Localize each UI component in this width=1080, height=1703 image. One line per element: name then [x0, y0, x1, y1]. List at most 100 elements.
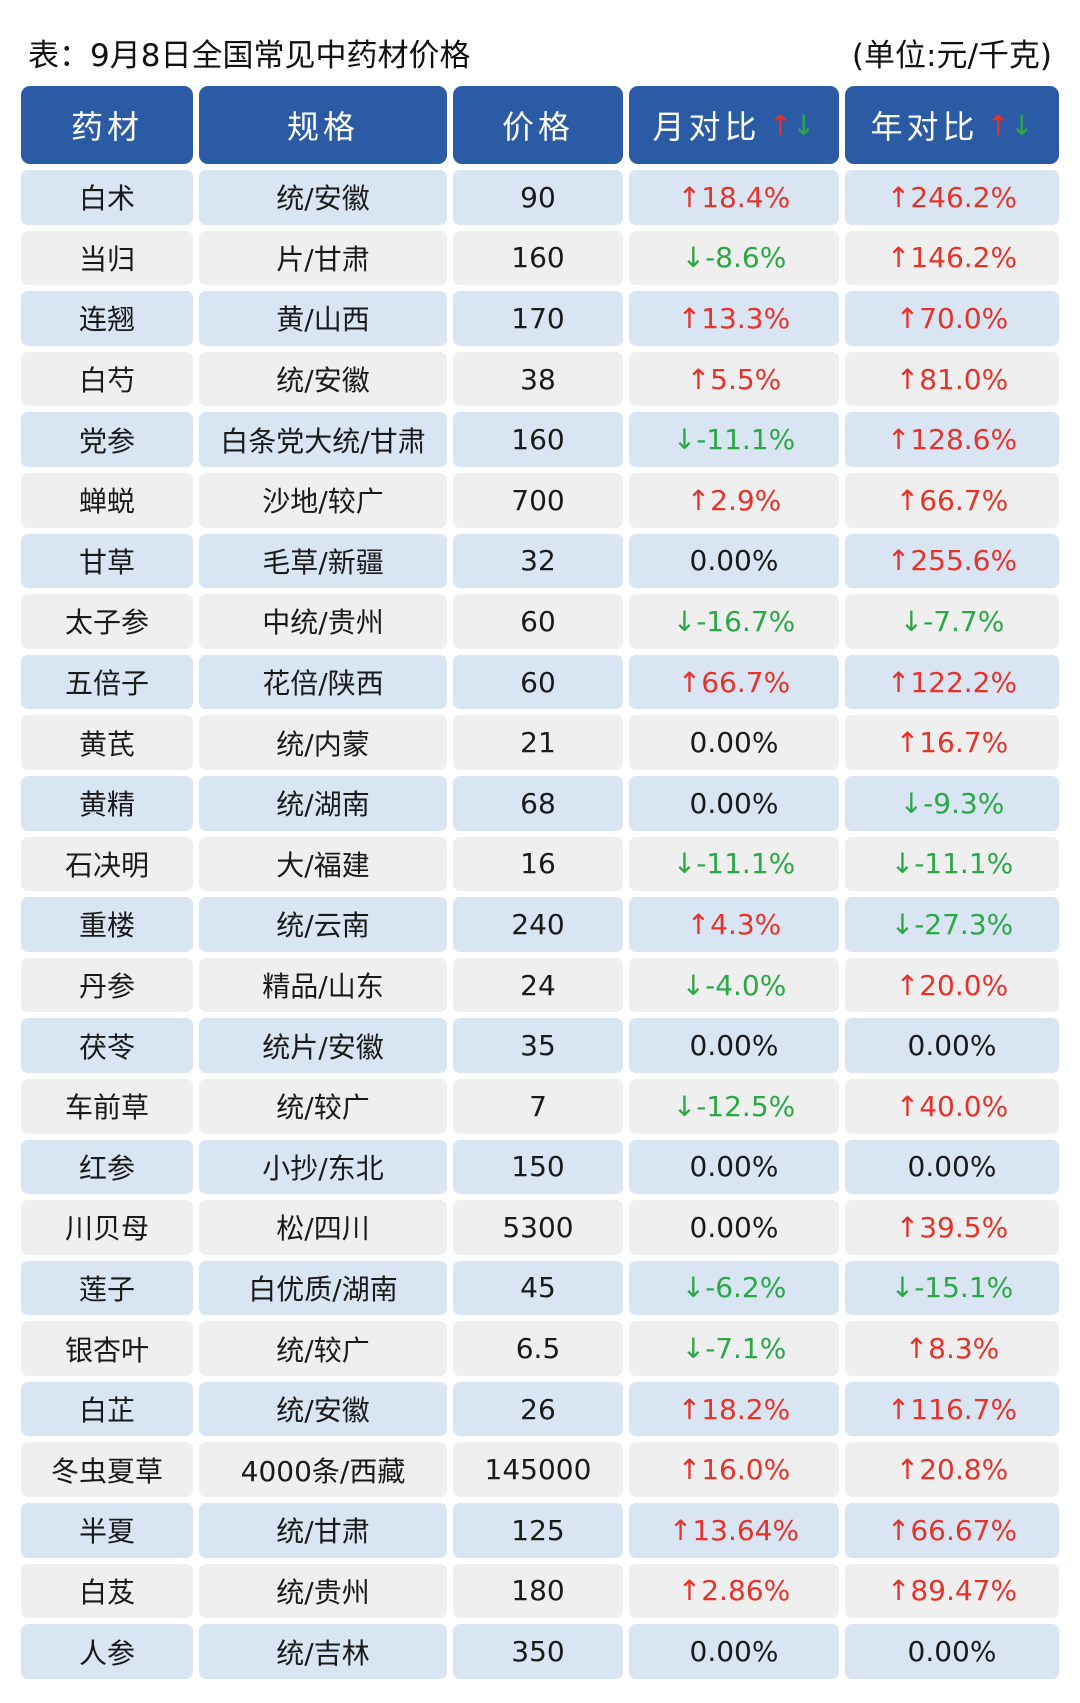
table-row: 黄精 统/湖南 68 0.00% ↓-9.3%: [18, 775, 1062, 831]
cell-month: 0.00%: [629, 775, 839, 831]
cell-spec: 白条党大统/甘肃: [199, 412, 447, 467]
header-year: 年对比 ↑↓: [845, 86, 1059, 164]
cell-year: ↑20.8%: [845, 1442, 1059, 1498]
price-table: 药材 规格 价格 月对比 ↑↓ 年对比 ↑↓ 白术 统/安徽 90 ↑18.4% ↑24…: [18, 86, 1062, 1685]
cell-spec: 统/湖南: [199, 775, 447, 831]
header-price: 价格: [453, 86, 623, 164]
cell-spec: 小抄/东北: [199, 1139, 447, 1195]
cell-month: ↓-6.2%: [629, 1260, 839, 1316]
table-row: 冬虫夏草 4000条/西藏 145000 ↑16.0% ↑20.8%: [18, 1442, 1062, 1498]
cell-month: ↑13.64%: [629, 1503, 839, 1558]
cell-month: ↑2.9%: [629, 472, 839, 528]
cell-month: ↑13.3%: [629, 291, 839, 346]
cell-price: 26: [453, 1381, 623, 1437]
table-row: 半夏 统/甘肃 125 ↑13.64% ↑66.67%: [18, 1503, 1062, 1558]
cell-spec: 统/安徽: [199, 170, 447, 225]
cell-price: 60: [453, 654, 623, 710]
cell-price: 38: [453, 351, 623, 407]
table-body: 白术 统/安徽 90 ↑18.4% ↑246.2% 当归 片/甘肃 160 ↓-8.6% ↑146…: [18, 170, 1062, 1679]
cell-price: 160: [453, 230, 623, 286]
cell-month: ↑5.5%: [629, 351, 839, 407]
cell-spec: 沙地/较广: [199, 472, 447, 528]
header-spec: 规格: [199, 86, 447, 164]
table-row: 白术 统/安徽 90 ↑18.4% ↑246.2%: [18, 170, 1062, 225]
table-row: 连翘 黄/山西 170 ↑13.3% ↑70.0%: [18, 291, 1062, 346]
table-row: 茯苓 统片/安徽 35 0.00% 0.00%: [18, 1018, 1062, 1073]
header-month: 月对比 ↑↓: [629, 86, 839, 164]
cell-name: 茯苓: [21, 1018, 193, 1073]
cell-name: 甘草: [21, 533, 193, 589]
cell-name: 五倍子: [21, 654, 193, 710]
cell-month: 0.00%: [629, 1200, 839, 1255]
cell-name: 人参: [21, 1624, 193, 1679]
cell-name: 丹参: [21, 957, 193, 1013]
cell-price: 160: [453, 412, 623, 467]
table-row: 车前草 统/较广 7 ↓-12.5% ↑40.0%: [18, 1078, 1062, 1134]
cell-name: 连翘: [21, 291, 193, 346]
cell-name: 莲子: [21, 1260, 193, 1316]
cell-month: ↓-7.1%: [629, 1321, 839, 1376]
cell-spec: 松/四川: [199, 1200, 447, 1255]
cell-year: 0.00%: [845, 1624, 1059, 1679]
cell-year: ↑89.47%: [845, 1563, 1059, 1619]
cell-name: 黄精: [21, 775, 193, 831]
cell-month: ↓-16.7%: [629, 594, 839, 649]
cell-name: 川贝母: [21, 1200, 193, 1255]
cell-spec: 统/甘肃: [199, 1503, 447, 1558]
cell-name: 白术: [21, 170, 193, 225]
cell-price: 35: [453, 1018, 623, 1073]
cell-month: 0.00%: [629, 1624, 839, 1679]
table-title: 表：9月8日全国常见中药材价格: [28, 37, 471, 74]
unit-note: (单位:元/千克): [851, 37, 1052, 74]
cell-year: ↑40.0%: [845, 1078, 1059, 1134]
cell-year: ↓-15.1%: [845, 1260, 1059, 1316]
cell-month: ↑2.86%: [629, 1563, 839, 1619]
table-row: 川贝母 松/四川 5300 0.00% ↑39.5%: [18, 1200, 1062, 1255]
table-row: 白芨 统/贵州 180 ↑2.86% ↑89.47%: [18, 1563, 1062, 1619]
cell-year: ↓-9.3%: [845, 775, 1059, 831]
cell-year: ↑66.7%: [845, 472, 1059, 528]
cell-price: 16: [453, 836, 623, 892]
cell-name: 党参: [21, 412, 193, 467]
cell-price: 21: [453, 715, 623, 770]
cell-spec: 中统/贵州: [199, 594, 447, 649]
cell-year: 0.00%: [845, 1018, 1059, 1073]
cell-name: 白芨: [21, 1563, 193, 1619]
cell-price: 145000: [453, 1442, 623, 1498]
cell-spec: 统/云南: [199, 897, 447, 952]
cell-month: ↓-8.6%: [629, 230, 839, 286]
cell-price: 700: [453, 472, 623, 528]
table-row: 太子参 中统/贵州 60 ↓-16.7% ↓-7.7%: [18, 594, 1062, 649]
cell-year: ↑66.67%: [845, 1503, 1059, 1558]
cell-price: 68: [453, 775, 623, 831]
cell-month: ↑16.0%: [629, 1442, 839, 1498]
cell-name: 石决明: [21, 836, 193, 892]
cell-price: 180: [453, 1563, 623, 1619]
cell-price: 60: [453, 594, 623, 649]
cell-year: ↓-7.7%: [845, 594, 1059, 649]
cell-name: 黄芪: [21, 715, 193, 770]
cell-spec: 毛草/新疆: [199, 533, 447, 589]
cell-spec: 统片/安徽: [199, 1018, 447, 1073]
cell-spec: 4000条/西藏: [199, 1442, 447, 1498]
table-row: 党参 白条党大统/甘肃 160 ↓-11.1% ↑128.6%: [18, 412, 1062, 467]
cell-year: ↓-27.3%: [845, 897, 1059, 952]
cell-name: 太子参: [21, 594, 193, 649]
cell-month: ↓-4.0%: [629, 957, 839, 1013]
cell-year: ↑116.7%: [845, 1381, 1059, 1437]
table-row: 丹参 精品/山东 24 ↓-4.0% ↑20.0%: [18, 957, 1062, 1013]
cell-month: 0.00%: [629, 533, 839, 589]
cell-price: 5300: [453, 1200, 623, 1255]
table-row: 蝉蜕 沙地/较广 700 ↑2.9% ↑66.7%: [18, 472, 1062, 528]
cell-month: ↑18.4%: [629, 170, 839, 225]
table-header: 药材 规格 价格 月对比 ↑↓ 年对比 ↑↓: [18, 86, 1062, 164]
cell-name: 当归: [21, 230, 193, 286]
cell-name: 车前草: [21, 1078, 193, 1134]
cell-year: ↑8.3%: [845, 1321, 1059, 1376]
cell-name: 冬虫夏草: [21, 1442, 193, 1498]
cell-spec: 统/吉林: [199, 1624, 447, 1679]
table-row: 黄芪 统/内蒙 21 0.00% ↑16.7%: [18, 715, 1062, 770]
cell-price: 7: [453, 1078, 623, 1134]
table-row: 莲子 白优质/湖南 45 ↓-6.2% ↓-15.1%: [18, 1260, 1062, 1316]
cell-name: 重楼: [21, 897, 193, 952]
